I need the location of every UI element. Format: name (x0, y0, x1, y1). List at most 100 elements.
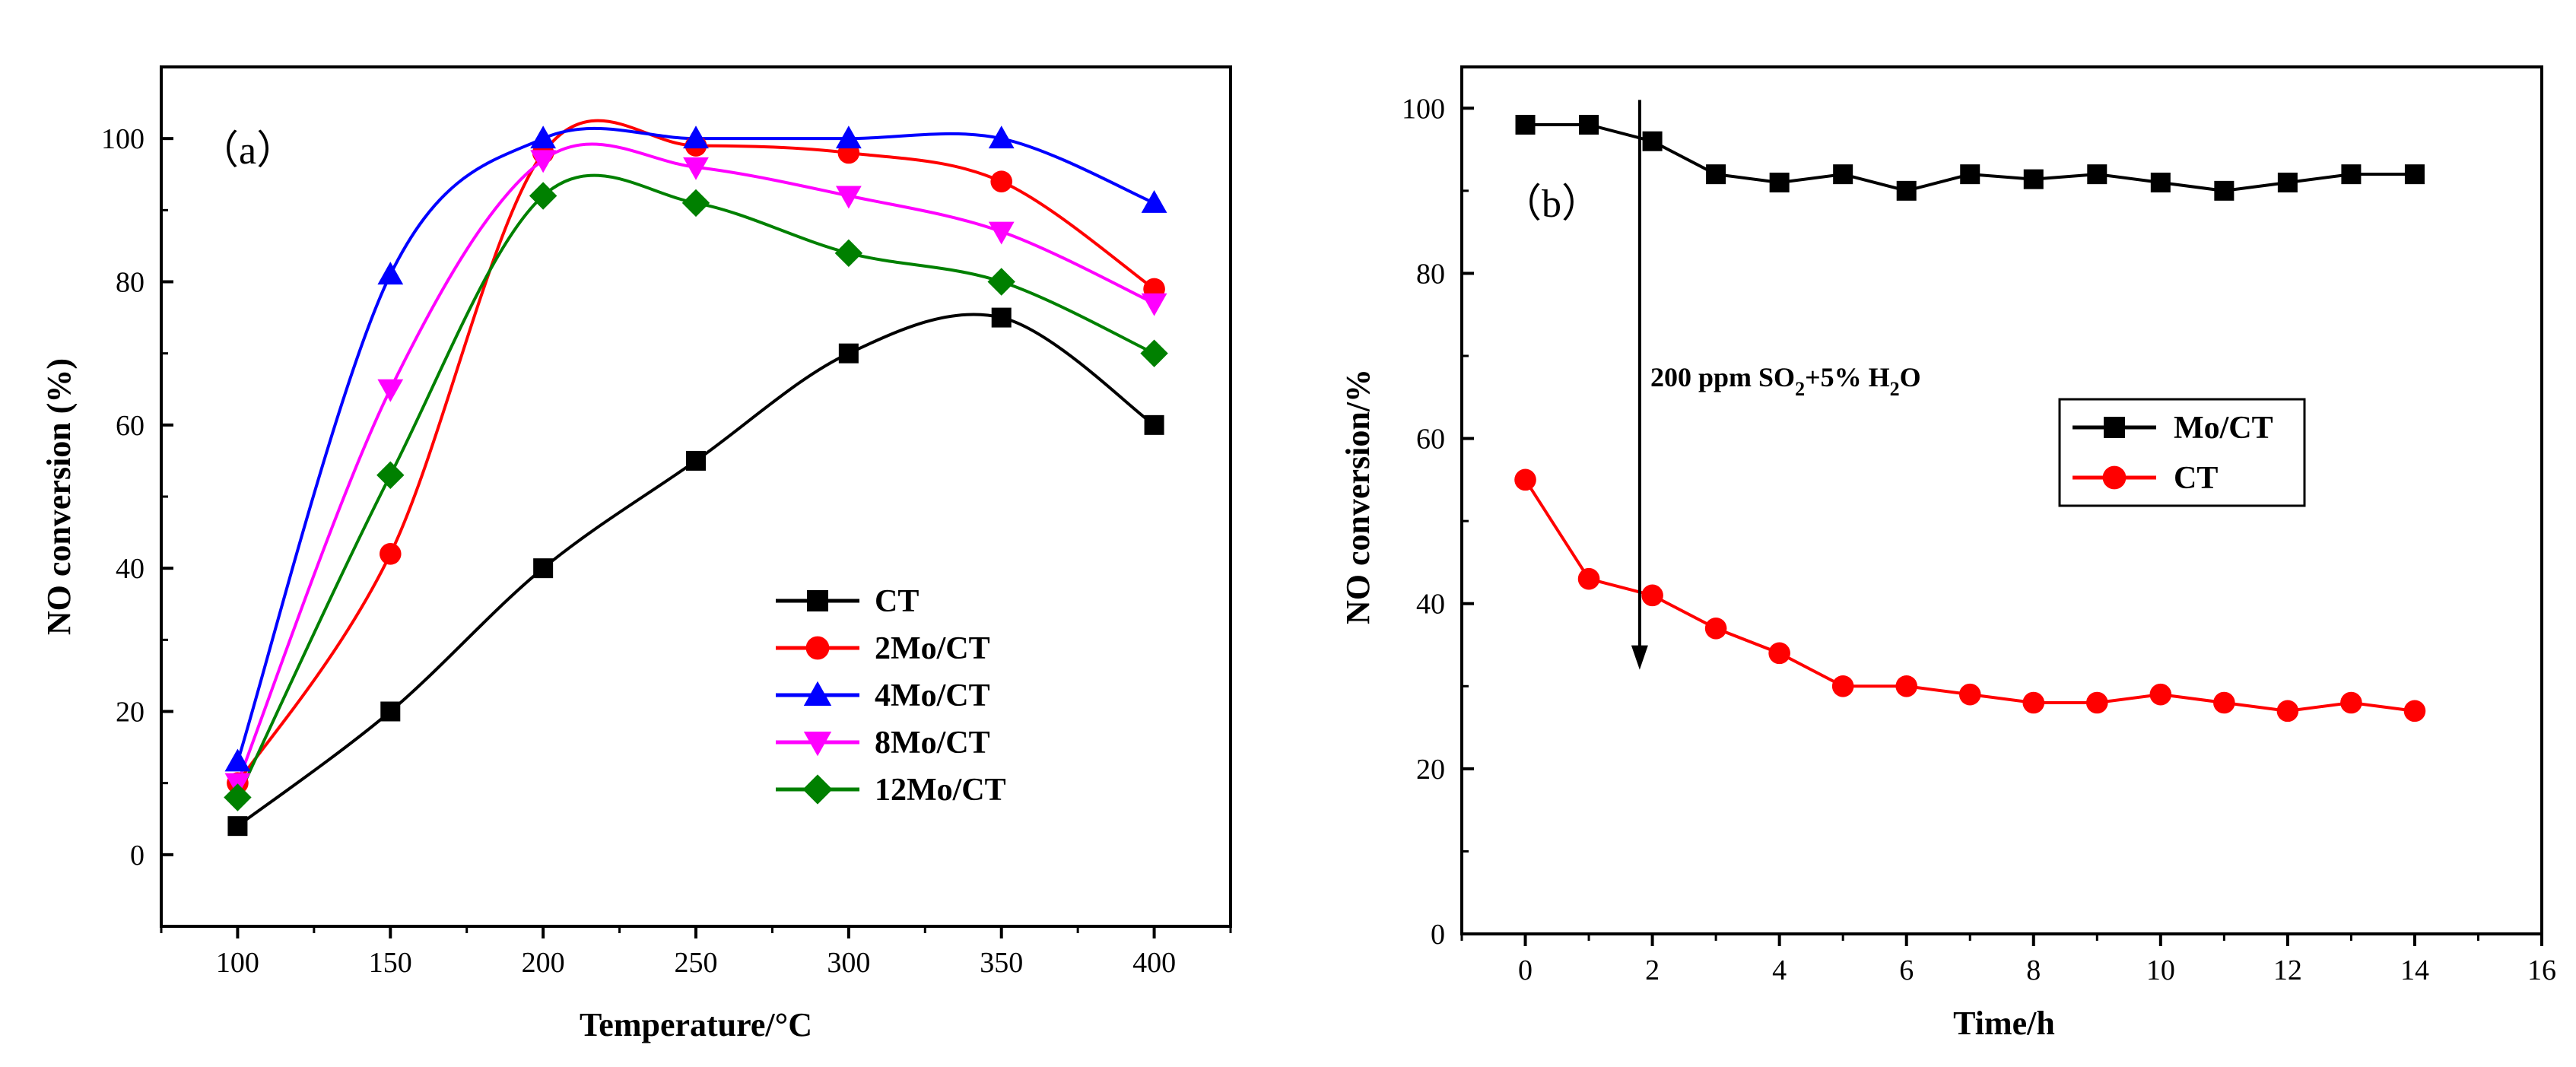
point-ct (2022, 691, 2045, 714)
point-ct (2276, 700, 2299, 722)
y-tick-label: 100 (101, 123, 145, 155)
legend-label-ct: CT (2174, 461, 2218, 496)
x-tick-label: 14 (2400, 954, 2429, 986)
x-tick-label: 300 (827, 947, 870, 979)
point-mo-ct (1706, 164, 1726, 185)
point-ct (1831, 675, 1854, 697)
point-mo-ct (1515, 115, 1536, 135)
point-ct (1514, 468, 1536, 491)
panel-a: 0 20 40 60 80 100 100 150 200 250 300 350 400 （a） Te… (40, 65, 1232, 1043)
point-ct (227, 816, 248, 837)
legend-marker-ct (807, 590, 828, 611)
annotation-part-2: +5% H (1805, 362, 1890, 392)
panel-b-x-axis-title: Time/h (1953, 1005, 2055, 1042)
point-mo-ct (2214, 180, 2235, 201)
point-ct (1768, 642, 1790, 665)
legend-marker-12mo-ct (802, 774, 833, 805)
annotation-sub-1: 2 (1795, 378, 1805, 400)
legend-label-4mo-ct: 4Mo/CT (875, 678, 990, 713)
x-tick-label: 200 (522, 947, 565, 979)
point-ct (1144, 414, 1164, 435)
x-tick-label: 400 (1132, 947, 1176, 979)
point-ct (1704, 617, 1727, 640)
point-mo-ct (1579, 115, 1599, 135)
x-tick-label: 250 (675, 947, 718, 979)
point-mo-ct (2150, 173, 2171, 192)
panel-b-label: （b） (1502, 183, 1601, 226)
annotation-sub-2: 2 (1890, 378, 1900, 400)
panel-b-data-points (1514, 115, 2426, 722)
y-tick-label: 80 (1416, 258, 1445, 290)
point-mo-ct (1642, 131, 1663, 151)
x-tick-label: 0 (1518, 954, 1533, 986)
legend-marker-2mo-ct (805, 636, 830, 660)
x-tick-label: 100 (216, 947, 259, 979)
legend-label-2mo-ct: 2Mo/CT (875, 631, 990, 666)
point-mo-ct (2023, 169, 2044, 189)
point-4mo-ct (530, 125, 557, 149)
point-2mo-ct (379, 543, 402, 565)
legend-marker-ct (2102, 465, 2127, 490)
legend-marker-8mo-ct (803, 732, 832, 757)
point-mo-ct (1960, 164, 1980, 185)
point-ct (1895, 675, 1918, 697)
panel-b-legend-box (2058, 398, 2306, 507)
point-8mo-ct (988, 221, 1015, 245)
point-8mo-ct (835, 186, 862, 209)
point-ct (533, 558, 554, 579)
panel-b: 0 20 40 60 80 100 0 2 4 6 8 10 12 14 16 （b） 200 ppm SO… (1339, 65, 2556, 1042)
fit-curve-4mo-ct (236, 126, 1155, 763)
point-ct (2085, 691, 2108, 714)
point-ct (838, 343, 859, 364)
point-ct (686, 450, 706, 471)
x-tick-label: 16 (2527, 954, 2556, 986)
point-4mo-ct (683, 125, 709, 149)
point-12mo-ct (529, 182, 557, 210)
point-4mo-ct (377, 262, 404, 285)
x-tick-label: 12 (2273, 954, 2302, 986)
point-mo-ct (1896, 180, 1917, 201)
point-mo-ct (1833, 164, 1853, 185)
panel-a-ticks: 0 20 40 60 80 100 100 150 200 250 300 350 400 (101, 65, 1232, 979)
annotation-arrow-head (1631, 645, 1648, 670)
annotation-part-1: 200 ppm SO (1650, 362, 1795, 392)
x-tick-label: 4 (1772, 954, 1787, 986)
point-ct (1958, 683, 1981, 706)
y-tick-label: 20 (116, 697, 145, 729)
x-tick-label: 10 (2146, 954, 2175, 986)
so2-h2o-annotation: 200 ppm SO2+5% H2O (1631, 100, 1921, 670)
point-mo-ct (1769, 173, 1790, 192)
legend-label-12mo-ct: 12Mo/CT (875, 773, 1006, 808)
x-tick-label: 350 (980, 947, 1023, 979)
fit-curve-ct (237, 313, 1155, 827)
point-8mo-ct (530, 150, 557, 173)
point-8mo-ct (683, 157, 709, 180)
point-12mo-ct (987, 268, 1015, 296)
point-mo-ct (2404, 164, 2425, 185)
point-12mo-ct (834, 239, 863, 268)
legend-label-mo-ct: Mo/CT (2174, 411, 2273, 446)
y-tick-label: 0 (130, 840, 145, 872)
panel-a-data-points (224, 125, 1168, 837)
point-mo-ct (2087, 164, 2107, 185)
point-12mo-ct (1140, 339, 1168, 367)
point-8mo-ct (377, 379, 404, 402)
point-ct (2213, 691, 2235, 714)
point-4mo-ct (1141, 190, 1167, 213)
fit-curve-12mo-ct (236, 173, 1155, 799)
y-tick-label: 80 (116, 267, 145, 299)
panel-b-plot-frame (1460, 65, 2543, 935)
panel-a-legend: CT 2Mo/CT 4Mo/CT 8Mo/CT 12Mo/CT (776, 584, 1006, 808)
y-tick-label: 60 (1416, 424, 1445, 456)
point-mo-ct (2341, 164, 2362, 185)
point-4mo-ct (224, 748, 251, 772)
y-tick-label: 60 (116, 410, 145, 442)
point-ct (2340, 691, 2362, 714)
panel-a-label: （a） (199, 129, 296, 173)
y-tick-label: 0 (1431, 919, 1445, 951)
panel-b-legend: Mo/CT CT (2058, 398, 2306, 507)
point-12mo-ct (376, 461, 405, 489)
point-ct (2403, 700, 2426, 722)
panel-b-ticks: 0 20 40 60 80 100 0 2 4 6 8 10 12 14 16 (1402, 93, 2556, 986)
